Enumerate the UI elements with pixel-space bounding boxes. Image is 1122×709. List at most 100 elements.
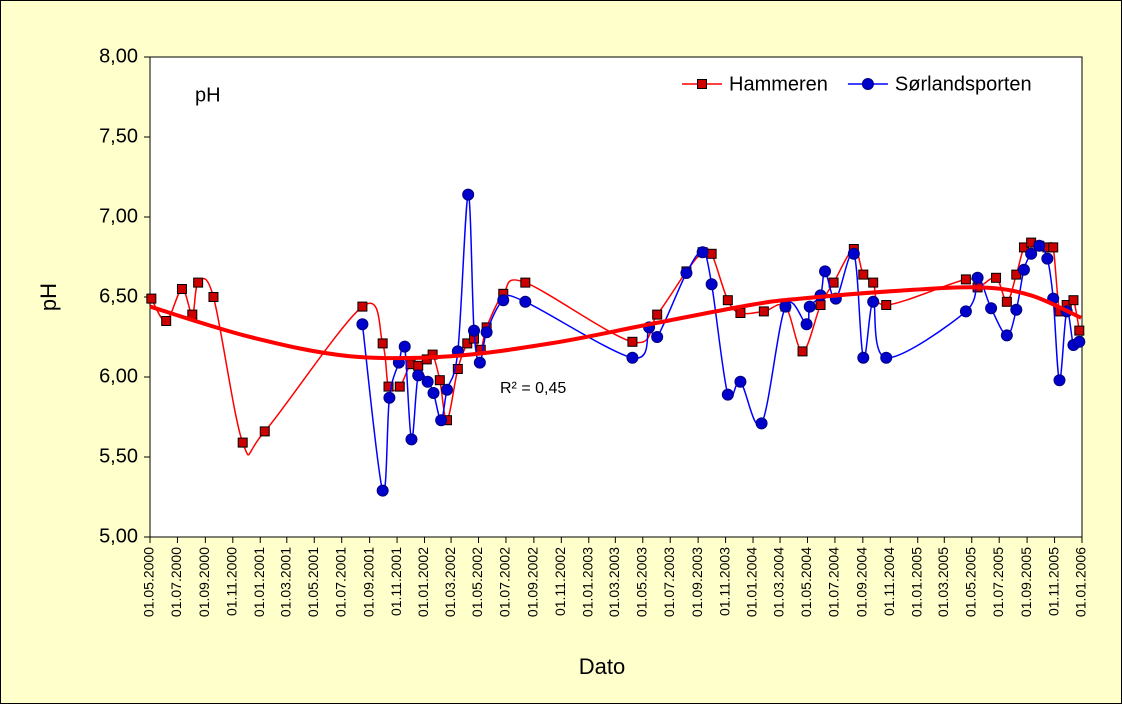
data-point (867, 295, 880, 308)
data-point (193, 277, 204, 288)
x-tick-label: 01.03.2005 (935, 547, 951, 617)
data-point (1001, 296, 1012, 307)
data-point (734, 375, 747, 388)
data-point (1048, 242, 1059, 253)
data-point (462, 188, 475, 201)
data-point (858, 269, 869, 280)
data-point (803, 300, 816, 313)
data-point (421, 375, 434, 388)
data-point (473, 356, 486, 369)
data-point (1073, 335, 1086, 348)
data-point (868, 277, 879, 288)
data-point (857, 351, 870, 364)
x-tick-label: 01.07.2005 (990, 547, 1006, 617)
x-tick-label: 01.09.2004 (854, 547, 870, 617)
x-tick-label: 01.07.2000 (168, 547, 184, 617)
data-point (652, 309, 663, 320)
x-tick-label: 01.09.2000 (196, 547, 212, 617)
data-point (520, 277, 531, 288)
legend-label: Sørlandsporten (895, 73, 1032, 95)
y-axis-label: pH (36, 283, 61, 311)
data-point (971, 271, 984, 284)
data-point (651, 331, 664, 343)
data-point (721, 388, 734, 401)
data-point (755, 417, 768, 430)
data-point (800, 318, 813, 331)
data-point (259, 426, 270, 437)
x-tick-label: 01.03.2002 (442, 547, 458, 617)
trendline (149, 285, 1082, 361)
x-tick-label: 01.07.2004 (826, 547, 842, 617)
data-point (383, 391, 396, 404)
data-point (497, 294, 510, 307)
data-point (627, 336, 638, 347)
data-point (413, 360, 424, 371)
y-tick-label: 7,50 (99, 125, 138, 147)
data-point (412, 369, 425, 382)
x-tick-label: 01.05.2004 (798, 547, 814, 617)
x-tick-label: 01.11.2002 (552, 547, 568, 616)
x-tick-label: 01.09.2003 (689, 547, 705, 617)
x-tick-label: 01.01.2005 (908, 547, 924, 617)
data-point (237, 437, 248, 448)
data-point (828, 277, 839, 288)
data-point (452, 364, 463, 374)
data-point (376, 484, 389, 497)
y-tick-label: 5,50 (99, 445, 138, 467)
y-tick-label: 8,00 (99, 45, 138, 67)
x-tick-label: 01.05.2002 (469, 547, 485, 617)
data-point (705, 278, 718, 291)
x-tick-label: 01.05.2001 (305, 547, 321, 617)
data-point (960, 274, 971, 285)
x-tick-label: 01.07.2002 (497, 547, 513, 617)
data-point (1053, 374, 1066, 387)
x-tick-label: 01.11.2004 (881, 547, 897, 616)
data-point (357, 301, 368, 312)
data-point (356, 318, 369, 331)
x-tick-label: 01.05.2000 (141, 547, 157, 617)
data-point (722, 295, 733, 306)
data-point (1041, 252, 1054, 265)
x-tick-label: 01.01.2004 (744, 547, 760, 617)
data-point (176, 284, 187, 294)
x-tick-label: 01.05.2003 (633, 547, 649, 617)
data-point (985, 302, 998, 315)
data-point (480, 326, 493, 339)
data-point (815, 300, 826, 310)
data-point (519, 295, 532, 308)
y-tick-label: 6,50 (99, 285, 138, 307)
data-point (434, 375, 445, 386)
legend-label: Hammeren (729, 73, 828, 95)
y-tick-label: 5,00 (99, 525, 138, 547)
data-point (881, 300, 892, 310)
x-tick-label: 01.05.2005 (962, 547, 978, 617)
y-tick-label: 6,00 (99, 365, 138, 387)
x-tick-label: 01.03.2001 (278, 547, 294, 617)
data-point (735, 308, 746, 318)
data-point (779, 300, 792, 313)
data-point (441, 383, 454, 396)
data-point (208, 292, 219, 302)
data-point (398, 340, 411, 353)
x-tick-label: 01.03.2003 (606, 547, 622, 617)
x-axis-label: Dato (579, 654, 625, 679)
data-point (696, 246, 709, 259)
data-point (146, 293, 157, 304)
data-point (1068, 295, 1079, 306)
data-point (959, 305, 972, 318)
data-point (626, 351, 639, 364)
data-point (435, 414, 448, 427)
data-point (383, 381, 394, 392)
data-point (1033, 239, 1046, 252)
data-point (758, 306, 769, 317)
y-tick-label: 7,00 (99, 205, 138, 227)
data-point (427, 387, 440, 399)
data-point (405, 433, 418, 446)
annotation: R² = 0,45 (500, 380, 566, 397)
data-point (680, 267, 693, 279)
x-tick-label: 01.01.2001 (251, 547, 267, 617)
annotation: pH (195, 84, 221, 106)
data-point (1010, 303, 1023, 316)
x-tick-label: 01.07.2003 (661, 547, 677, 617)
